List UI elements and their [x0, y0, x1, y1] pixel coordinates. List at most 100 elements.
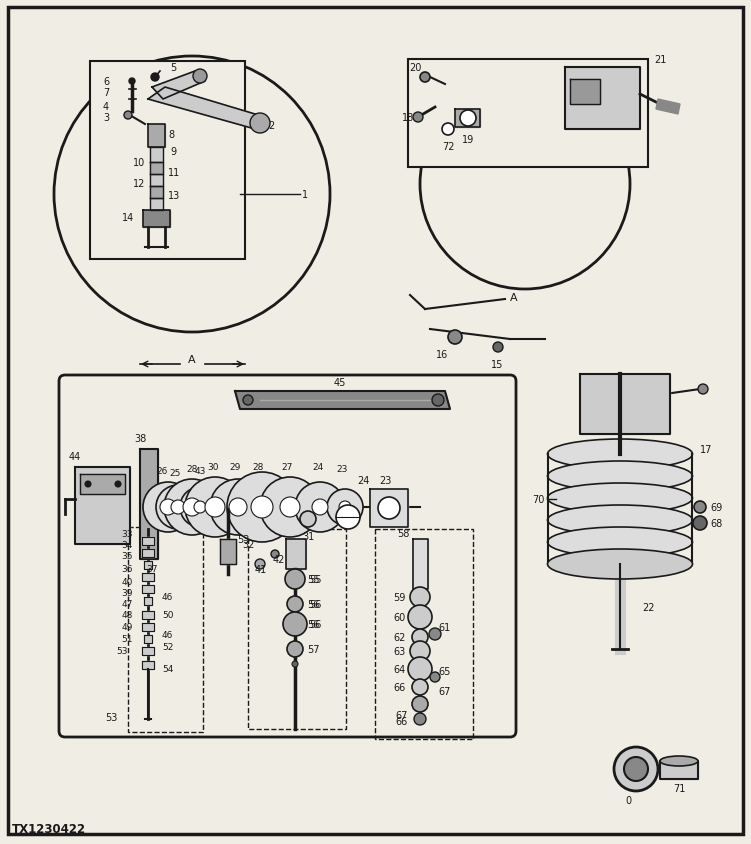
- Text: 67: 67: [396, 710, 408, 720]
- Bar: [128, 528, 203, 732]
- Circle shape: [412, 696, 428, 712]
- Polygon shape: [148, 125, 165, 148]
- Text: 25: 25: [169, 468, 181, 478]
- Text: 64: 64: [394, 664, 406, 674]
- Polygon shape: [370, 490, 408, 528]
- Circle shape: [180, 488, 220, 528]
- Text: 39: 39: [122, 589, 133, 598]
- Circle shape: [283, 612, 307, 636]
- Text: 22: 22: [642, 603, 655, 612]
- Circle shape: [193, 70, 207, 84]
- Polygon shape: [150, 148, 163, 163]
- Circle shape: [287, 597, 303, 612]
- Polygon shape: [142, 623, 154, 631]
- Polygon shape: [150, 199, 163, 211]
- Text: 37: 37: [146, 565, 158, 574]
- Circle shape: [160, 500, 176, 516]
- Polygon shape: [144, 561, 152, 570]
- Text: 56: 56: [307, 599, 319, 609]
- Text: 55: 55: [307, 574, 319, 584]
- Polygon shape: [152, 72, 205, 100]
- Text: 11: 11: [168, 168, 180, 178]
- Text: 38: 38: [134, 434, 146, 443]
- Text: 49: 49: [122, 623, 133, 632]
- Text: 52: 52: [162, 643, 173, 652]
- Circle shape: [312, 500, 328, 516]
- Text: 23: 23: [336, 464, 348, 473]
- Polygon shape: [142, 549, 154, 557]
- Text: 2: 2: [268, 121, 274, 131]
- Text: 24: 24: [357, 475, 370, 485]
- Ellipse shape: [547, 506, 692, 535]
- Polygon shape: [142, 585, 154, 593]
- Text: 29: 29: [229, 463, 240, 472]
- Text: 10: 10: [133, 158, 145, 168]
- Circle shape: [698, 385, 708, 394]
- Text: 33: 33: [122, 530, 133, 538]
- Text: 17: 17: [700, 445, 713, 454]
- Circle shape: [151, 74, 159, 82]
- Circle shape: [143, 483, 193, 533]
- Polygon shape: [140, 450, 158, 560]
- Ellipse shape: [547, 484, 692, 513]
- Circle shape: [292, 661, 298, 668]
- Polygon shape: [142, 661, 154, 669]
- Text: 56: 56: [309, 619, 321, 630]
- Circle shape: [54, 57, 330, 333]
- Circle shape: [251, 496, 273, 518]
- Text: 62: 62: [394, 632, 406, 642]
- Circle shape: [287, 641, 303, 657]
- Text: 56: 56: [309, 599, 321, 609]
- Circle shape: [412, 630, 428, 645]
- Text: 30: 30: [207, 463, 219, 472]
- Text: 63: 63: [394, 647, 406, 657]
- Text: 48: 48: [122, 611, 133, 619]
- Text: 28: 28: [252, 463, 264, 472]
- Text: 66: 66: [396, 717, 408, 726]
- Text: 53: 53: [106, 712, 118, 722]
- Circle shape: [185, 478, 245, 538]
- Polygon shape: [142, 538, 154, 545]
- Circle shape: [300, 511, 316, 528]
- Circle shape: [250, 114, 270, 134]
- Circle shape: [164, 479, 220, 535]
- Text: 41: 41: [255, 565, 267, 574]
- Circle shape: [694, 501, 706, 513]
- Circle shape: [614, 747, 658, 791]
- Text: 46: 46: [162, 592, 173, 602]
- Text: 15: 15: [491, 360, 503, 370]
- Text: 50: 50: [162, 611, 173, 619]
- Text: 1: 1: [302, 190, 308, 200]
- Text: 58: 58: [397, 528, 410, 538]
- Text: 5: 5: [170, 63, 176, 73]
- Text: 4: 4: [103, 102, 109, 112]
- Circle shape: [271, 550, 279, 559]
- Text: 28: 28: [186, 464, 198, 473]
- Ellipse shape: [547, 528, 692, 557]
- Bar: [90, 62, 245, 260]
- Circle shape: [85, 481, 91, 488]
- Text: 70: 70: [532, 495, 545, 505]
- Polygon shape: [143, 211, 170, 228]
- Circle shape: [280, 497, 300, 517]
- Text: 42: 42: [273, 555, 285, 565]
- Text: 61: 61: [438, 622, 451, 632]
- Polygon shape: [455, 110, 480, 127]
- Circle shape: [410, 587, 430, 608]
- Text: 24: 24: [312, 463, 324, 472]
- Circle shape: [255, 560, 265, 570]
- Text: 47: 47: [122, 600, 133, 609]
- Circle shape: [229, 499, 247, 517]
- Circle shape: [327, 490, 363, 525]
- Polygon shape: [570, 80, 600, 105]
- Text: 40: 40: [122, 578, 133, 587]
- Circle shape: [429, 628, 441, 641]
- Text: 21: 21: [654, 55, 666, 65]
- Text: 0: 0: [625, 795, 631, 805]
- Text: 36: 36: [122, 565, 133, 574]
- Text: 55: 55: [309, 574, 321, 584]
- Text: 53: 53: [237, 534, 250, 544]
- Text: 26: 26: [156, 467, 167, 475]
- Text: 23: 23: [379, 475, 391, 485]
- Text: 54: 54: [162, 665, 173, 674]
